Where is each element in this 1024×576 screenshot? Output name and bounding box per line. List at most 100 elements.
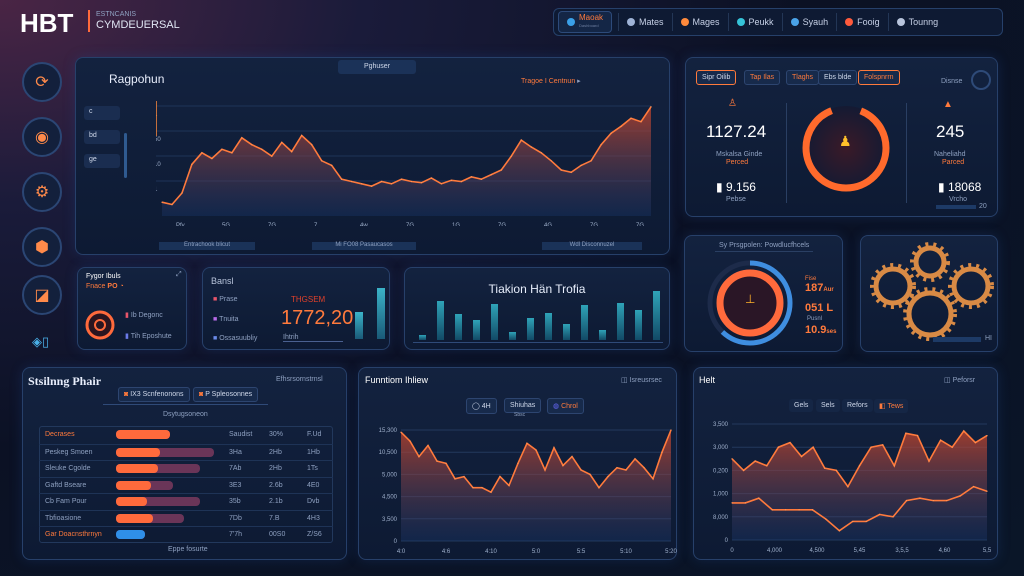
- nav-item-4[interactable]: Fooig: [836, 13, 888, 31]
- card1-title: Fygor Ibuls: [86, 273, 121, 280]
- card2-label: ■ Tnuita: [213, 316, 239, 323]
- kpi-scrollbar[interactable]: [936, 205, 976, 209]
- sidebar-shield-icon[interactable]: ◈▯: [32, 334, 50, 349]
- data-point: [825, 518, 827, 520]
- data-point: [661, 451, 663, 453]
- chart3-chip[interactable]: Refors: [842, 399, 873, 412]
- row-cell: 30%: [269, 431, 284, 438]
- data-point: [445, 462, 447, 464]
- table-row[interactable]: Tbfioasione 7Db 7.B 4H3: [39, 509, 333, 526]
- data-point: [838, 530, 840, 532]
- sidebar-gear-icon[interactable]: ⚙: [22, 172, 62, 212]
- chart2-chip[interactable]: Shiuhas: [504, 398, 542, 413]
- table-row[interactable]: Decrases Saudist 30% F.Ud: [39, 427, 333, 443]
- data-point: [510, 155, 512, 157]
- main-chart-legend[interactable]: Tragoe I Centnun ▸: [521, 78, 581, 85]
- expand-icon[interactable]: ⤢: [176, 271, 182, 278]
- table-row[interactable]: Sleuke Cgolde 7Ab 2Hb 1Ts: [39, 460, 333, 476]
- nav-item-active[interactable]: Maoak Dashboard: [558, 11, 613, 33]
- data-point: [418, 456, 420, 458]
- chart2-corner[interactable]: ◫ Isreusrsec: [621, 377, 662, 384]
- main-chart-tab[interactable]: Pghuser: [338, 60, 416, 74]
- kpi-filter[interactable]: Tlaghs: [786, 70, 820, 85]
- nav-item-1[interactable]: Mages: [671, 13, 728, 31]
- chart2-chip[interactable]: ◯ 4H: [466, 398, 497, 414]
- chart3-chip[interactable]: Gels: [789, 399, 814, 412]
- row-bar-value: [116, 447, 161, 457]
- footer-chip[interactable]: Entrachook blicut: [159, 242, 255, 250]
- row-cell: 7.B: [269, 514, 280, 522]
- table-corner[interactable]: Efhsrsornstrnsl: [276, 376, 323, 383]
- card2-sub: Ihtrih: [283, 334, 343, 342]
- nav-item-0[interactable]: Mates: [618, 13, 672, 31]
- kpi-filter[interactable]: Ebs blde: [818, 70, 858, 85]
- kpi-right-label: Naheliahd: [934, 151, 966, 158]
- side-button[interactable]: ge: [84, 154, 120, 168]
- table-title: Stsilnng Phair: [28, 374, 102, 388]
- data-point: [440, 183, 443, 185]
- data-point: [400, 178, 403, 180]
- data-point: [481, 487, 483, 489]
- data-point: [380, 180, 383, 183]
- side-scrollbar[interactable]: [124, 133, 127, 178]
- nav-item-2[interactable]: Peukk: [727, 13, 782, 31]
- y-tick-label: 15,300: [379, 428, 398, 434]
- row-bar-value: [116, 513, 154, 523]
- side-button[interactable]: bd: [84, 130, 120, 144]
- sidebar-target-icon[interactable]: ◉: [22, 117, 62, 157]
- sidebar-refresh-icon[interactable]: ⟳: [22, 62, 62, 102]
- x-tick-label: 4,500: [809, 548, 825, 554]
- row-name: Sleuke Cgolde: [45, 465, 91, 472]
- kpi-filter[interactable]: Tap Ilas: [744, 70, 781, 85]
- nav-item-5[interactable]: Tounng: [887, 13, 947, 31]
- data-point: [598, 487, 600, 489]
- chart3-chip[interactable]: ◧ Tews: [874, 399, 909, 413]
- data-point: [553, 447, 555, 449]
- kpi-filter[interactable]: Sipr Oilib: [696, 70, 737, 85]
- data-point: [499, 476, 501, 478]
- gears-footer: HI: [985, 335, 992, 342]
- table-subtitle: Dsytugsoneon: [163, 411, 208, 418]
- data-point: [865, 520, 867, 523]
- power-icon[interactable]: [971, 70, 991, 90]
- nav-active-sub: Dashboard: [579, 23, 599, 28]
- table-row[interactable]: Gar Doacnsthrnyn 7'7h 00S0 Z/S6: [39, 526, 333, 542]
- row-name: Peskeg Smoen: [45, 448, 93, 456]
- sidebar-cube-icon[interactable]: ⬢: [22, 227, 62, 267]
- row-bar-total: [116, 447, 214, 457]
- data-point: [916, 435, 919, 437]
- table-row[interactable]: Gaftd Bseare 3E3 2.6b 4E0: [39, 476, 333, 493]
- data-point: [490, 174, 492, 176]
- kpi-filter[interactable]: Folspnrrn: [858, 70, 900, 85]
- gears-scrollbar[interactable]: [933, 337, 981, 342]
- table-row[interactable]: Peskeg Smoen 3Ha 2Hb 1Hb: [39, 443, 333, 460]
- data-point: [291, 151, 293, 153]
- nav-item-3[interactable]: Syauh: [781, 13, 837, 31]
- data-point: [616, 467, 618, 469]
- footer-chip[interactable]: Mi FO08 Pasaucasos: [312, 242, 416, 250]
- data-point: [580, 469, 582, 471]
- data-point: [812, 446, 814, 448]
- kpi-ring-gauge: [802, 104, 890, 192]
- card3-bar: [509, 332, 516, 340]
- chart3-chip[interactable]: Sels: [816, 399, 840, 412]
- legend-item: ▮ Tih Eposhute: [125, 333, 172, 340]
- sidebar-chart-icon[interactable]: ◪: [22, 275, 62, 315]
- chart3-panel: Helt ◫ Peforsr Gels Sels Refors ◧ Tews 0…: [693, 367, 998, 560]
- data-point: [470, 176, 472, 178]
- table-chip[interactable]: ◙ IX3 Scnfenonons: [118, 387, 190, 402]
- chart3-corner[interactable]: ◫ Peforsr: [944, 377, 976, 384]
- table-row[interactable]: Cb Fam Pour 35b 2.1b Dvb: [39, 493, 333, 509]
- data-point: [972, 486, 975, 488]
- data-point: [520, 139, 522, 141]
- kpi-right-value: 245: [936, 122, 965, 141]
- data-point: [946, 499, 948, 502]
- chart2-chip[interactable]: ◍ Chrol: [547, 398, 584, 414]
- chart2-panel: Funntiom Ihliew ◫ Isreusrsec ◯ 4H Shiuha…: [358, 367, 677, 560]
- card2-title: Bansl: [211, 276, 234, 286]
- side-button[interactable]: c: [84, 106, 120, 120]
- table-chip[interactable]: ◙ P Spleosonnes: [193, 387, 259, 402]
- data-point: [331, 164, 333, 166]
- footer-chip[interactable]: Wdl Disconnuzel: [542, 242, 642, 250]
- x-tick-label: 0: [730, 548, 734, 554]
